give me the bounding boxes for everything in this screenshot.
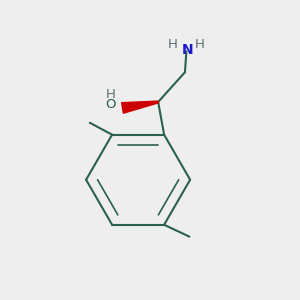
Text: H: H — [168, 38, 178, 50]
Polygon shape — [122, 101, 158, 113]
Text: O: O — [105, 98, 116, 112]
Text: N: N — [182, 43, 194, 57]
Text: H: H — [195, 38, 205, 50]
Text: H: H — [106, 88, 116, 101]
